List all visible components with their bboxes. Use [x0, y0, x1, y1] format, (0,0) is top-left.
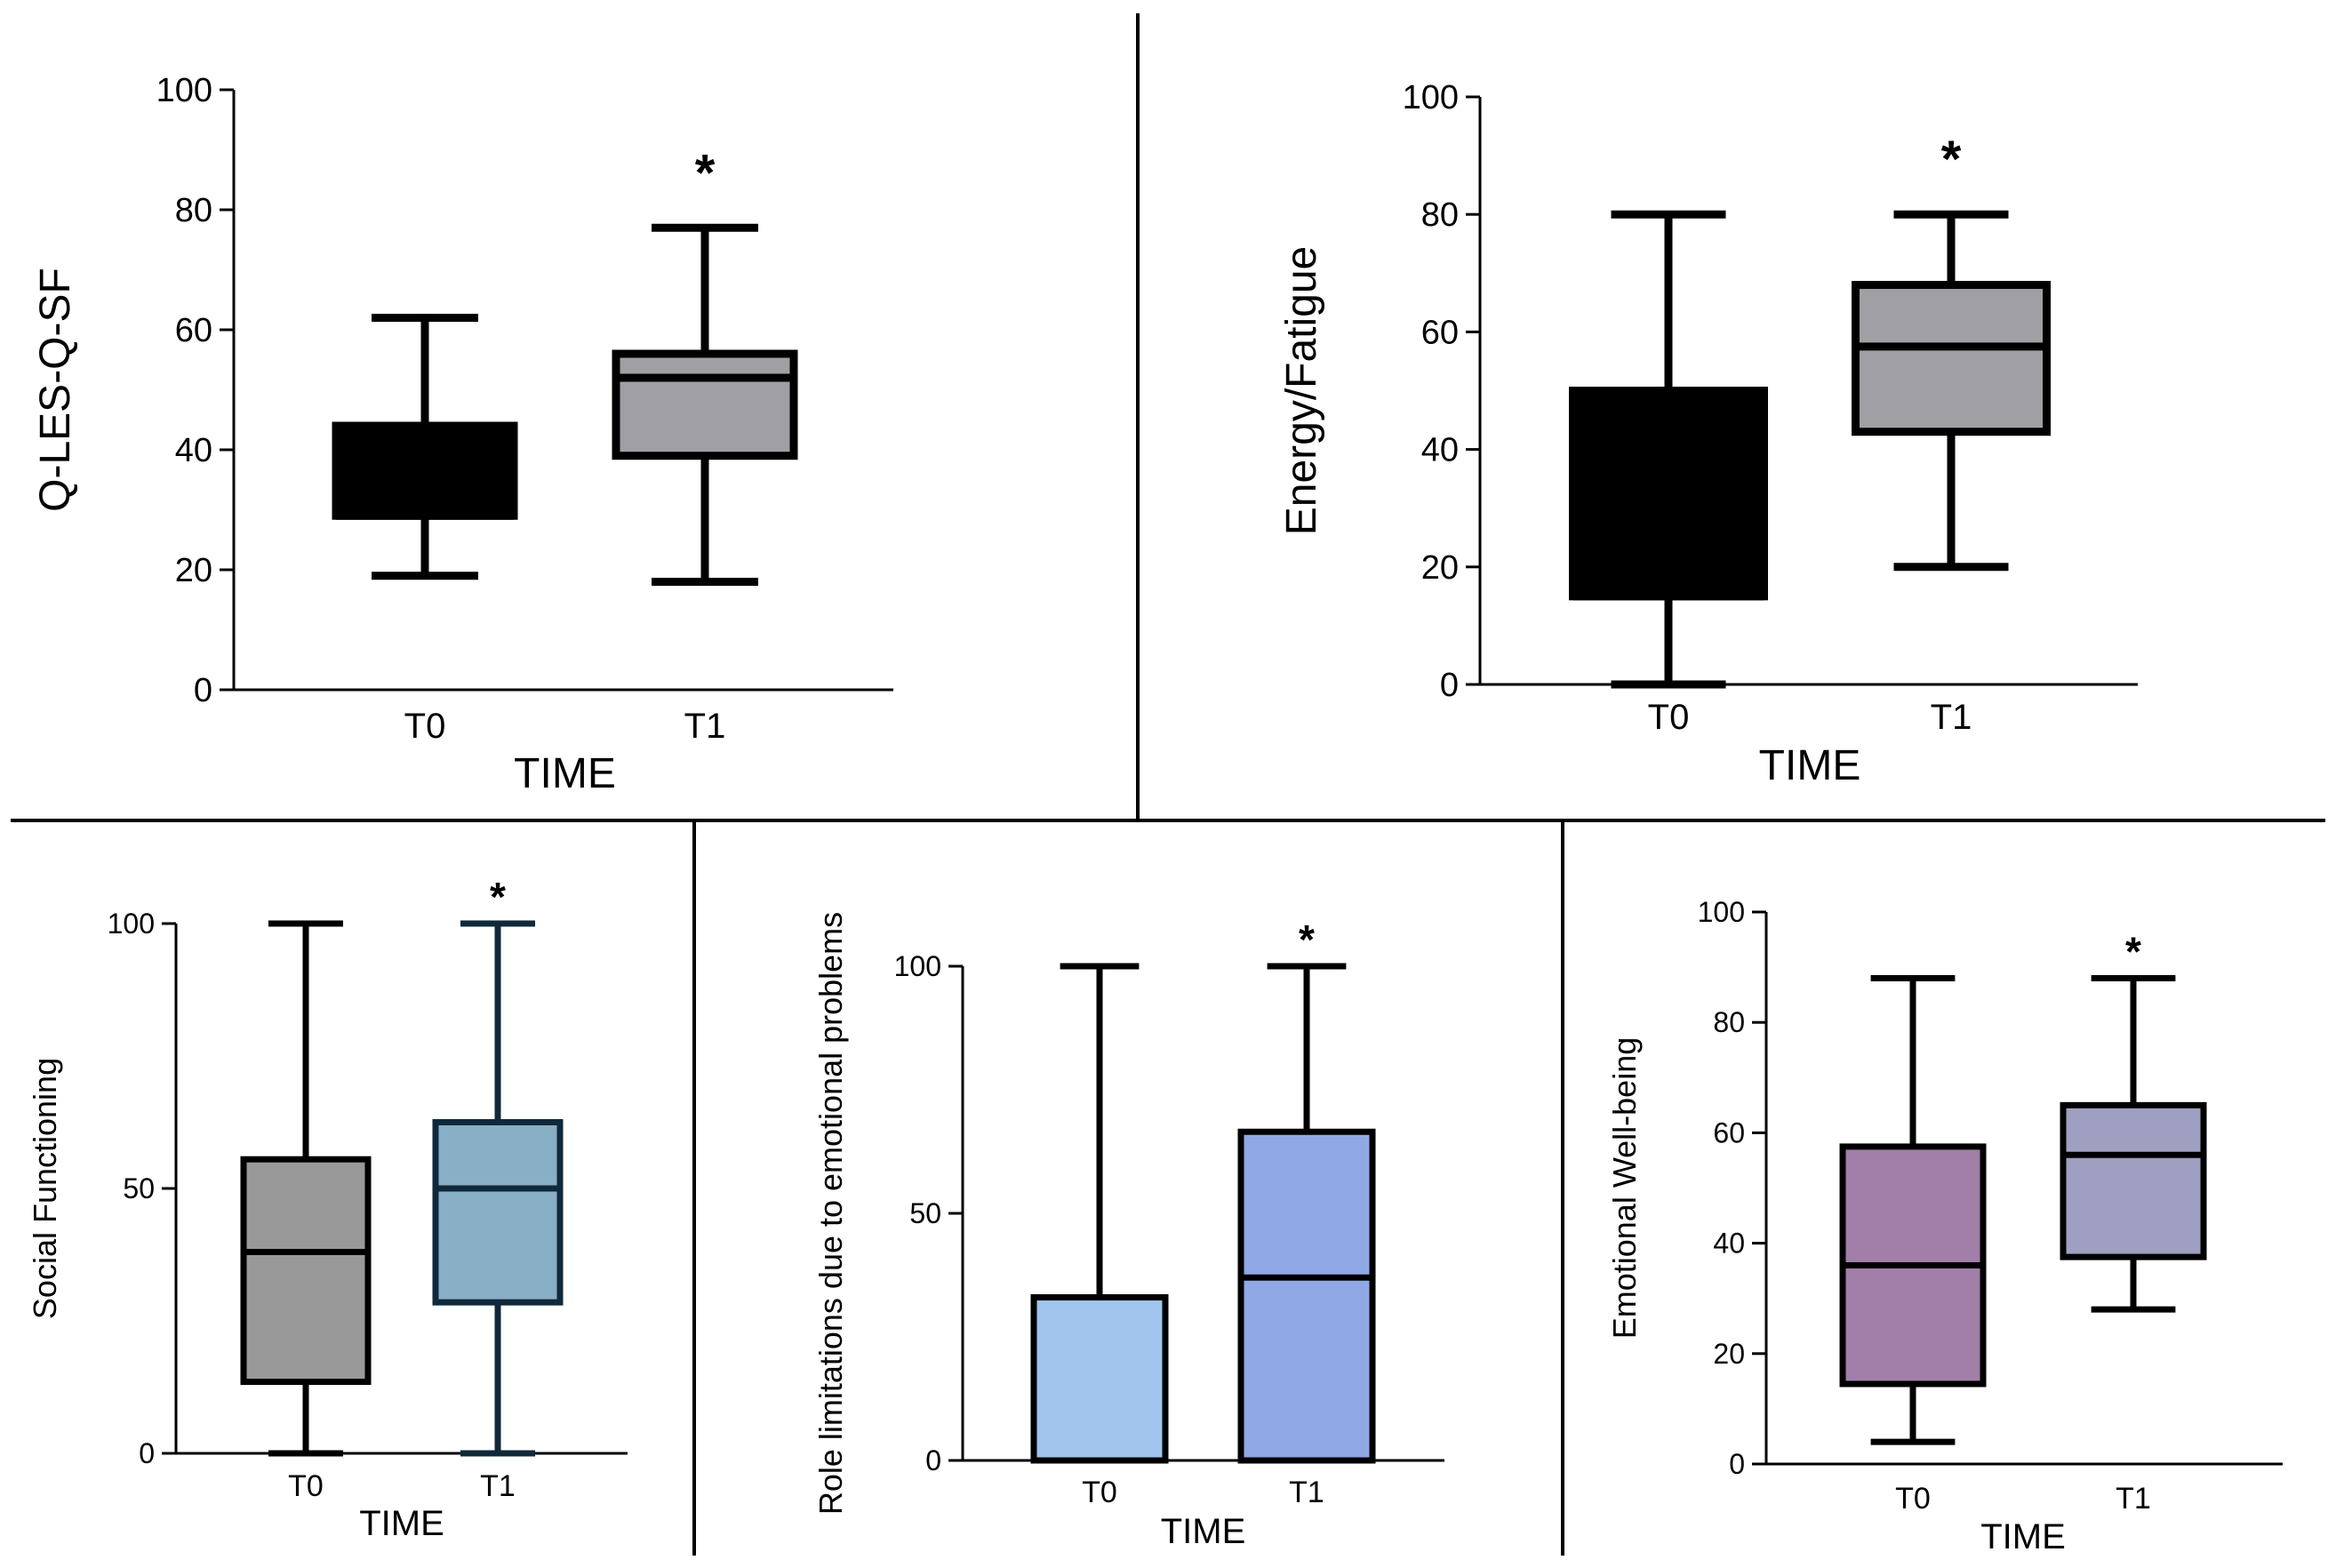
panel-qlesq-sf: 0 20 40 60 80 100 T0 * T1 TIME Q-LES-Q-SF [32, 72, 893, 797]
box-iqr [240, 1156, 372, 1386]
y-axis-label: Emotional Well-being [1606, 1037, 1643, 1340]
box-t1: * [612, 144, 798, 586]
y-tick-label: 20 [175, 552, 212, 589]
box-t0 [1569, 210, 1768, 689]
y-tick-label: 80 [175, 192, 212, 229]
box-t0 [1030, 963, 1169, 1464]
y-tick-label: 50 [909, 1197, 941, 1229]
significance-marker: * [1941, 131, 1962, 188]
x-tick-label: T0 [288, 1469, 324, 1503]
x-axis-label: TIME [1759, 742, 1861, 789]
y-tick-label: 20 [1713, 1338, 1745, 1370]
y-tick-label: 0 [1440, 667, 1459, 704]
y-tick-label: 40 [1713, 1228, 1745, 1260]
y-tick-label: 80 [1713, 1006, 1745, 1038]
x-axis-label: TIME [359, 1504, 444, 1543]
box-t0 [332, 314, 518, 580]
x-tick-label: T0 [1895, 1482, 1931, 1516]
box-iqr [2060, 1101, 2207, 1260]
y-tick-label: 20 [1421, 549, 1459, 587]
x-tick-label: T1 [684, 707, 726, 746]
panel-emotional-well-being: 0 20 40 60 80 100 T0 * T1 TIME Emotional Well-bein… [1606, 896, 2283, 1556]
y-tick-label: 40 [1421, 432, 1459, 469]
x-tick-label: T0 [1082, 1476, 1117, 1509]
x-axis-label: TIME [1980, 1517, 2066, 1556]
x-tick-label: T1 [1289, 1476, 1324, 1509]
y-tick-label: 100 [1403, 79, 1459, 116]
y-tick-label: 40 [175, 432, 212, 469]
x-tick-label: T0 [404, 707, 446, 746]
y-tick-label: 50 [123, 1172, 155, 1204]
x-tick-label: T1 [480, 1469, 516, 1503]
x-axis-label: TIME [514, 750, 616, 797]
box-iqr [432, 1119, 564, 1306]
significance-marker: * [695, 144, 716, 202]
box-iqr [1237, 1128, 1376, 1464]
y-tick-label: 100 [108, 908, 155, 940]
box-iqr [1852, 281, 2051, 436]
panel-energy-fatigue: 0 20 40 60 80 100 T0 * T1 TIME Energy/Fatigue [1278, 79, 2138, 789]
significance-marker: * [1299, 916, 1315, 963]
y-tick-label: 0 [139, 1437, 155, 1469]
box-iqr [1569, 387, 1768, 601]
y-axis-label: Energy/Fatigue [1278, 246, 1325, 536]
x-axis-label: TIME [1161, 1512, 1246, 1551]
box-iqr [612, 349, 798, 460]
box-iqr [1030, 1294, 1169, 1464]
box-t1: * [2060, 929, 2207, 1313]
y-tick-label: 0 [925, 1444, 941, 1476]
box-t1: * [1237, 916, 1376, 1464]
significance-marker: * [490, 874, 506, 920]
y-tick-label: 100 [1698, 896, 1745, 928]
y-tick-label: 60 [1421, 314, 1459, 351]
y-axis-label: Q-LES-Q-SF [32, 268, 79, 512]
x-tick-label: T1 [2116, 1482, 2151, 1516]
y-tick-label: 0 [194, 672, 212, 709]
y-tick-label: 100 [894, 950, 941, 982]
panel-social-functioning: 0 50 100 T0 * T1 TIME Social Functioning [27, 874, 628, 1543]
y-tick-label: 80 [1421, 196, 1459, 234]
box-t0 [240, 920, 372, 1457]
y-axis-label: Role limitations due to emotional proble… [812, 912, 849, 1515]
y-tick-label: 60 [175, 312, 212, 349]
significance-marker: * [2125, 929, 2141, 975]
box-t1: * [432, 874, 564, 1457]
y-tick-label: 100 [156, 72, 212, 109]
box-iqr [332, 421, 518, 520]
box-t0 [1839, 975, 1987, 1445]
x-tick-label: T1 [1931, 698, 1972, 737]
y-tick-label: 60 [1713, 1116, 1745, 1148]
box-t1: * [1852, 131, 2051, 572]
x-tick-label: T0 [1648, 698, 1690, 737]
y-tick-label: 0 [1729, 1448, 1745, 1480]
panel-role-limitations: 0 50 100 T0 * T1 TIME Role limitations due to e… [812, 912, 1444, 1551]
y-axis-label: Social Functioning [27, 1058, 63, 1319]
